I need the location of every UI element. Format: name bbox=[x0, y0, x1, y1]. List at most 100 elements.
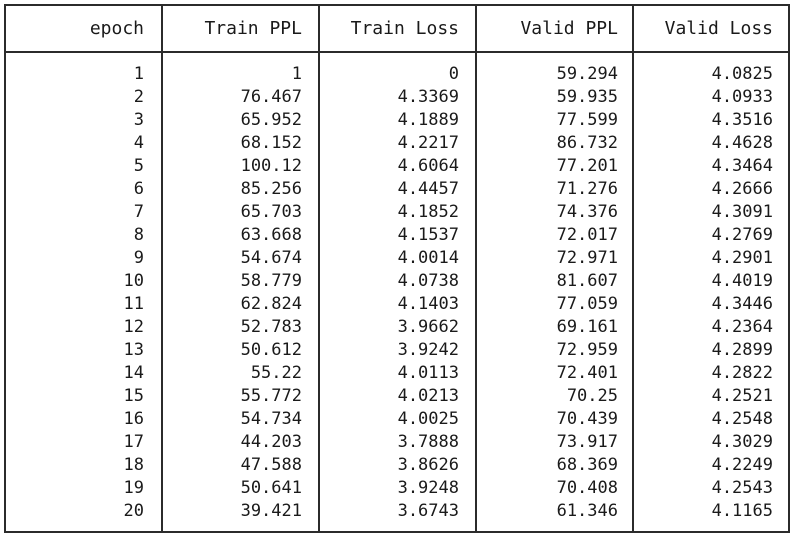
table-cell-train-loss-col: 3.9242 bbox=[397, 340, 459, 360]
table-cell-epoch-col: 10 bbox=[123, 271, 144, 291]
table-cell-train-ppl-col: 65.952 bbox=[240, 110, 302, 130]
table-cell-train-loss-col: 4.6064 bbox=[397, 156, 459, 176]
table-cell-epoch-col: 4 bbox=[133, 133, 144, 153]
table-cell-valid-loss-col: 4.3516 bbox=[711, 110, 773, 130]
table-cell-train-ppl-col: 54.674 bbox=[240, 248, 302, 268]
column-divider bbox=[161, 6, 163, 531]
column-header-epoch-col: epoch bbox=[89, 18, 144, 39]
table-cell-valid-loss-col: 4.4628 bbox=[711, 133, 773, 153]
table-cell-train-loss-col: 4.0025 bbox=[397, 409, 459, 429]
table-cell-valid-loss-col: 4.4019 bbox=[711, 271, 773, 291]
table-cell-valid-ppl-col: 81.607 bbox=[556, 271, 618, 291]
column-header-valid-ppl-col: Valid PPL bbox=[520, 18, 618, 39]
table-cell-train-ppl-col: 50.612 bbox=[240, 340, 302, 360]
column-divider bbox=[632, 6, 634, 531]
table-cell-valid-loss-col: 4.1165 bbox=[711, 501, 773, 521]
table-cell-epoch-col: 9 bbox=[133, 248, 144, 268]
table-cell-train-ppl-col: 85.256 bbox=[240, 179, 302, 199]
table-cell-train-loss-col: 3.6743 bbox=[397, 501, 459, 521]
table-cell-valid-loss-col: 4.2901 bbox=[711, 248, 773, 268]
table-cell-train-ppl-col: 50.641 bbox=[240, 478, 302, 498]
table-cell-train-loss-col: 0 bbox=[448, 64, 459, 84]
table-cell-valid-ppl-col: 69.161 bbox=[556, 317, 618, 337]
table-cell-valid-ppl-col: 70.439 bbox=[556, 409, 618, 429]
table-cell-epoch-col: 16 bbox=[123, 409, 144, 429]
table-cell-epoch-col: 14 bbox=[123, 363, 144, 383]
table-cell-valid-ppl-col: 59.294 bbox=[556, 64, 618, 84]
table-cell-train-ppl-col: 47.588 bbox=[240, 455, 302, 475]
table-cell-train-loss-col: 4.4457 bbox=[397, 179, 459, 199]
table-cell-train-ppl-col: 52.783 bbox=[240, 317, 302, 337]
table-cell-valid-loss-col: 4.2521 bbox=[711, 386, 773, 406]
table-cell-train-ppl-col: 68.152 bbox=[240, 133, 302, 153]
table-cell-epoch-col: 7 bbox=[133, 202, 144, 222]
table-cell-epoch-col: 3 bbox=[133, 110, 144, 130]
table-cell-valid-ppl-col: 72.017 bbox=[556, 225, 618, 245]
table-cell-valid-loss-col: 4.2249 bbox=[711, 455, 773, 475]
table-cell-train-ppl-col: 1 bbox=[291, 64, 302, 84]
table-cell-train-loss-col: 3.9248 bbox=[397, 478, 459, 498]
table-cell-valid-loss-col: 4.2548 bbox=[711, 409, 773, 429]
table-cell-epoch-col: 6 bbox=[133, 179, 144, 199]
column-divider bbox=[318, 6, 320, 531]
header-separator bbox=[6, 51, 788, 53]
table-cell-train-ppl-col: 39.421 bbox=[240, 501, 302, 521]
table-cell-valid-ppl-col: 72.401 bbox=[556, 363, 618, 383]
table-cell-epoch-col: 8 bbox=[133, 225, 144, 245]
table-cell-train-loss-col: 4.0213 bbox=[397, 386, 459, 406]
table-cell-train-loss-col: 4.1537 bbox=[397, 225, 459, 245]
table-cell-epoch-col: 17 bbox=[123, 432, 144, 452]
table-cell-valid-ppl-col: 61.346 bbox=[556, 501, 618, 521]
table-cell-epoch-col: 15 bbox=[123, 386, 144, 406]
table-cell-valid-loss-col: 4.3446 bbox=[711, 294, 773, 314]
table-cell-valid-ppl-col: 73.917 bbox=[556, 432, 618, 452]
table-cell-valid-ppl-col: 59.935 bbox=[556, 87, 618, 107]
table-cell-epoch-col: 12 bbox=[123, 317, 144, 337]
table-cell-train-ppl-col: 76.467 bbox=[240, 87, 302, 107]
table-cell-valid-loss-col: 4.2666 bbox=[711, 179, 773, 199]
table-cell-train-loss-col: 4.0014 bbox=[397, 248, 459, 268]
table-cell-train-loss-col: 4.3369 bbox=[397, 87, 459, 107]
table-cell-valid-loss-col: 4.0825 bbox=[711, 64, 773, 84]
table-cell-train-loss-col: 4.0738 bbox=[397, 271, 459, 291]
table-cell-train-ppl-col: 44.203 bbox=[240, 432, 302, 452]
table-cell-valid-ppl-col: 77.599 bbox=[556, 110, 618, 130]
table-cell-epoch-col: 1 bbox=[133, 64, 144, 84]
table-cell-train-ppl-col: 55.772 bbox=[240, 386, 302, 406]
table-cell-train-loss-col: 4.0113 bbox=[397, 363, 459, 383]
table-cell-valid-loss-col: 4.2543 bbox=[711, 478, 773, 498]
table-cell-train-loss-col: 4.2217 bbox=[397, 133, 459, 153]
table-cell-valid-ppl-col: 70.25 bbox=[566, 386, 618, 406]
table-cell-valid-ppl-col: 77.201 bbox=[556, 156, 618, 176]
table-cell-train-loss-col: 3.8626 bbox=[397, 455, 459, 475]
table-cell-valid-ppl-col: 77.059 bbox=[556, 294, 618, 314]
table-cell-epoch-col: 2 bbox=[133, 87, 144, 107]
column-header-valid-loss-col: Valid Loss bbox=[664, 18, 773, 39]
table-cell-valid-ppl-col: 71.276 bbox=[556, 179, 618, 199]
table-cell-valid-ppl-col: 68.369 bbox=[556, 455, 618, 475]
table-cell-train-ppl-col: 58.779 bbox=[240, 271, 302, 291]
table-cell-train-loss-col: 4.1889 bbox=[397, 110, 459, 130]
table-cell-epoch-col: 13 bbox=[123, 340, 144, 360]
table-cell-train-ppl-col: 100.12 bbox=[240, 156, 302, 176]
table-cell-valid-ppl-col: 72.959 bbox=[556, 340, 618, 360]
table-cell-valid-ppl-col: 70.408 bbox=[556, 478, 618, 498]
results-table: epoch Train PPL Train Loss Valid PPL Valid L… bbox=[4, 4, 790, 533]
table-cell-train-loss-col: 4.1403 bbox=[397, 294, 459, 314]
table-cell-train-ppl-col: 65.703 bbox=[240, 202, 302, 222]
table-cell-train-ppl-col: 62.824 bbox=[240, 294, 302, 314]
table-cell-valid-loss-col: 4.2364 bbox=[711, 317, 773, 337]
table-cell-epoch-col: 11 bbox=[123, 294, 144, 314]
table-cell-train-loss-col: 4.1852 bbox=[397, 202, 459, 222]
table-cell-valid-loss-col: 4.2899 bbox=[711, 340, 773, 360]
table-cell-train-loss-col: 3.7888 bbox=[397, 432, 459, 452]
table-cell-train-ppl-col: 55.22 bbox=[250, 363, 302, 383]
table-cell-valid-loss-col: 4.3091 bbox=[711, 202, 773, 222]
table-cell-epoch-col: 20 bbox=[123, 501, 144, 521]
table-cell-epoch-col: 18 bbox=[123, 455, 144, 475]
column-header-train-loss-col: Train Loss bbox=[350, 18, 459, 39]
table-cell-valid-loss-col: 4.0933 bbox=[711, 87, 773, 107]
table-cell-valid-loss-col: 4.3029 bbox=[711, 432, 773, 452]
column-header-train-ppl-col: Train PPL bbox=[204, 18, 302, 39]
table-cell-train-ppl-col: 54.734 bbox=[240, 409, 302, 429]
